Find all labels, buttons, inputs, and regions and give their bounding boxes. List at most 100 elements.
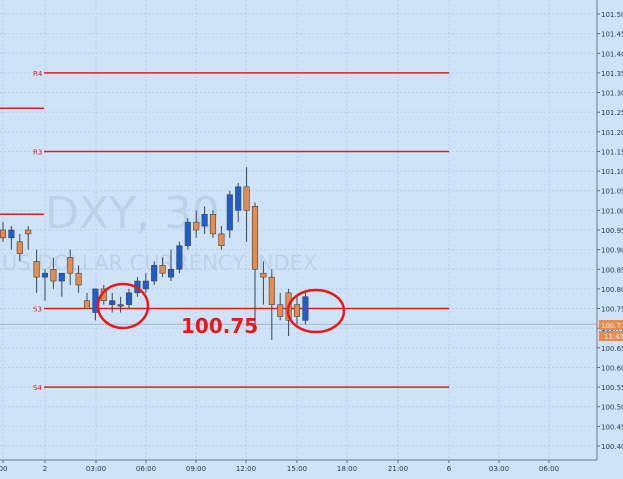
candle-body [25,229,32,235]
candle-body [16,241,23,254]
candle-body [218,233,225,247]
y-tick-label: 101.45 [601,31,623,39]
x-tick-label: 15:00 [287,465,307,473]
price-badge-text: 100.71 [601,322,623,330]
price-axis[interactable]: 101.50 101.45 101.40 101.35 101.30 101.25 101.… [596,0,623,460]
y-tick-label: 100.85 [601,266,623,274]
candle-body [167,268,175,278]
y-tick-label: 101.20 [601,129,623,137]
candle [209,210,217,238]
y-tick-label: 100.50 [601,404,623,412]
candle [218,226,225,250]
x-tick-label: 09:00 [186,465,206,473]
annotations: 100.75 [96,282,346,338]
candle [268,269,275,340]
candle [201,206,208,234]
x-tick-label: 2 [43,465,47,473]
time-axis[interactable]: 00 2 03:00 06:00 09:00 12:00 15:00 18:00 21:00 6 0… [0,459,597,473]
time-badge-bg [599,331,623,341]
y-tick-label: 100.45 [601,423,623,431]
y-tick-label: 100.60 [601,364,623,372]
candle [193,210,200,238]
candle [235,182,242,223]
candle-body [58,272,65,282]
candle [243,167,250,242]
candle [293,296,301,325]
candle-body [226,194,233,231]
candle [8,226,15,250]
x-tick-label: 06:00 [539,465,559,473]
watermark-symbol: DXY, 30 [45,188,220,239]
candle [142,273,149,293]
candle [176,241,183,274]
candle-body [209,213,217,235]
pivot-label-s4: S4 [33,384,42,392]
y-tick-label: 101.35 [601,70,623,78]
candle-body [251,206,259,270]
support-level-annotation: 100.75 [181,314,258,338]
y-tick-label: 101.00 [601,207,623,215]
candle [151,261,158,285]
candle-body [50,268,57,282]
y-tick-label: 101.40 [601,50,623,58]
y-tick-label: 101.15 [601,148,623,156]
candle [83,292,91,309]
pivot-label-r4: R4 [33,70,43,78]
candle-body [277,304,284,317]
pivot-levels: R4 R3 S3 S4 [0,70,597,392]
y-tick-label: 101.50 [601,11,623,19]
candle-body [193,221,200,231]
candle-body [302,296,309,321]
pivot-label-s3: S3 [33,306,42,314]
candle [167,249,175,282]
candle [117,296,124,313]
candle-body [117,304,124,307]
candle-body [75,272,82,286]
candle [260,261,267,305]
y-tick-label: 101.05 [601,188,623,196]
x-tick-label: 00 [0,465,7,473]
x-tick-label: 03:00 [489,465,509,473]
candle [25,226,32,250]
candle-body [260,272,267,278]
candle-body [83,300,91,309]
candle [251,202,259,329]
candle [33,249,40,293]
candle-body [235,186,242,211]
candle-body [125,292,133,305]
x-tick-label: 6 [447,465,452,473]
candle-body [151,265,158,282]
candle-body [201,213,208,227]
y-tick-label: 101.30 [601,90,623,98]
y-tick-label: 100.55 [601,384,623,392]
candle [184,218,191,250]
y-tick-label: 100.40 [601,443,623,451]
gridlines [0,0,597,460]
candle-body [41,272,49,278]
candle [67,249,74,285]
candle [0,222,7,242]
x-tick-label: 18:00 [337,465,357,473]
candle [125,288,133,309]
candle-body [268,276,275,305]
y-tick-label: 100.95 [601,227,623,235]
candle [226,190,233,238]
x-tick-label: 21:00 [388,465,408,473]
y-tick-label: 100.65 [601,345,623,353]
x-tick-label: 03:00 [86,465,106,473]
y-tick-label: 100.75 [601,306,623,314]
x-tick-label: 12:00 [236,465,256,473]
candle [159,257,166,278]
candle [41,269,49,301]
candle-body [8,229,15,239]
y-tick-label: 100.80 [601,286,623,294]
y-tick-label: 101.25 [601,109,623,117]
y-tick-label: 100.90 [601,247,623,255]
price-badge-bg [599,320,623,330]
candle-body [176,245,183,270]
candle [50,257,57,289]
candle-body [33,261,40,278]
